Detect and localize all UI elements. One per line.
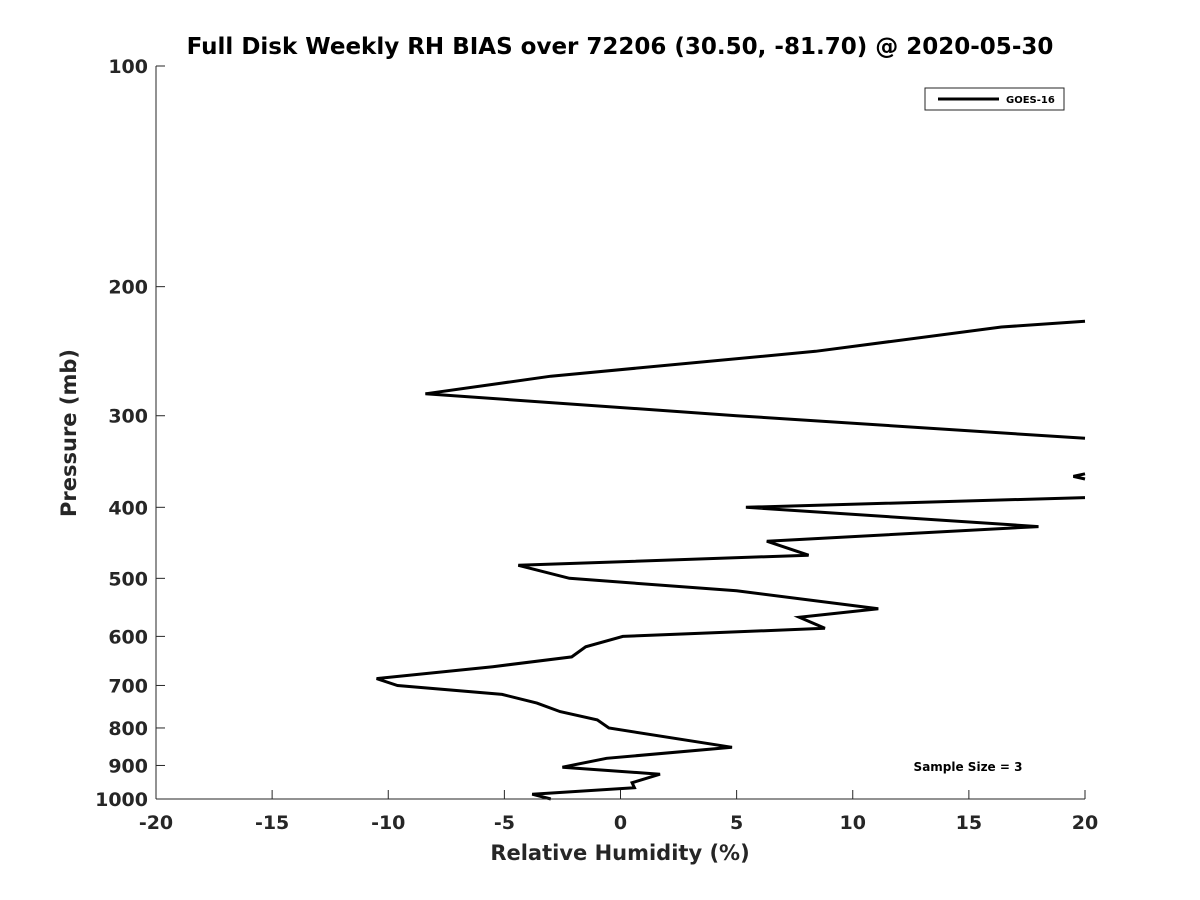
y-tick-label: 500: [108, 568, 148, 590]
x-tick-label: -5: [494, 812, 515, 834]
x-tick-label: -10: [371, 812, 405, 834]
x-tick-label: 20: [1072, 812, 1098, 834]
axis-ticks: -20 -15 -10 -5 0 5 10 15 20 100 200 300 400 500 600 700…: [95, 56, 1098, 834]
x-tick-label: 15: [956, 812, 982, 834]
x-tick-label: 10: [840, 812, 866, 834]
x-tick-label: 0: [614, 812, 627, 834]
y-tick-label: 100: [108, 56, 148, 78]
x-tick-label: 5: [730, 812, 743, 834]
chart-title: Full Disk Weekly RH BIAS over 72206 (30.…: [187, 34, 1054, 60]
y-axis-label: Pressure (mb): [57, 349, 81, 517]
series-line-goes-16: [1073, 472, 1086, 481]
legend-label-goes-16: GOES-16: [1006, 95, 1055, 106]
y-tick-label: 700: [108, 675, 148, 697]
y-tick-label: 400: [108, 497, 148, 519]
series-line-goes-16: [376, 496, 1086, 801]
y-tick-label: 600: [108, 626, 148, 648]
x-axis-label: Relative Humidity (%): [490, 841, 749, 865]
y-tick-label: 300: [108, 406, 148, 428]
y-tick-label: 200: [108, 277, 148, 299]
y-tick-label: 800: [108, 718, 148, 740]
legend: GOES-16: [924, 87, 1065, 111]
x-tick-label: -20: [139, 812, 173, 834]
sample-size-annotation: Sample Size = 3: [914, 760, 1023, 774]
y-tick-label: 1000: [95, 789, 148, 811]
y-tick-label: 900: [108, 755, 148, 777]
x-tick-label: -15: [255, 812, 289, 834]
series-line-goes-16: [425, 319, 1086, 440]
plot-series: [376, 319, 1086, 801]
